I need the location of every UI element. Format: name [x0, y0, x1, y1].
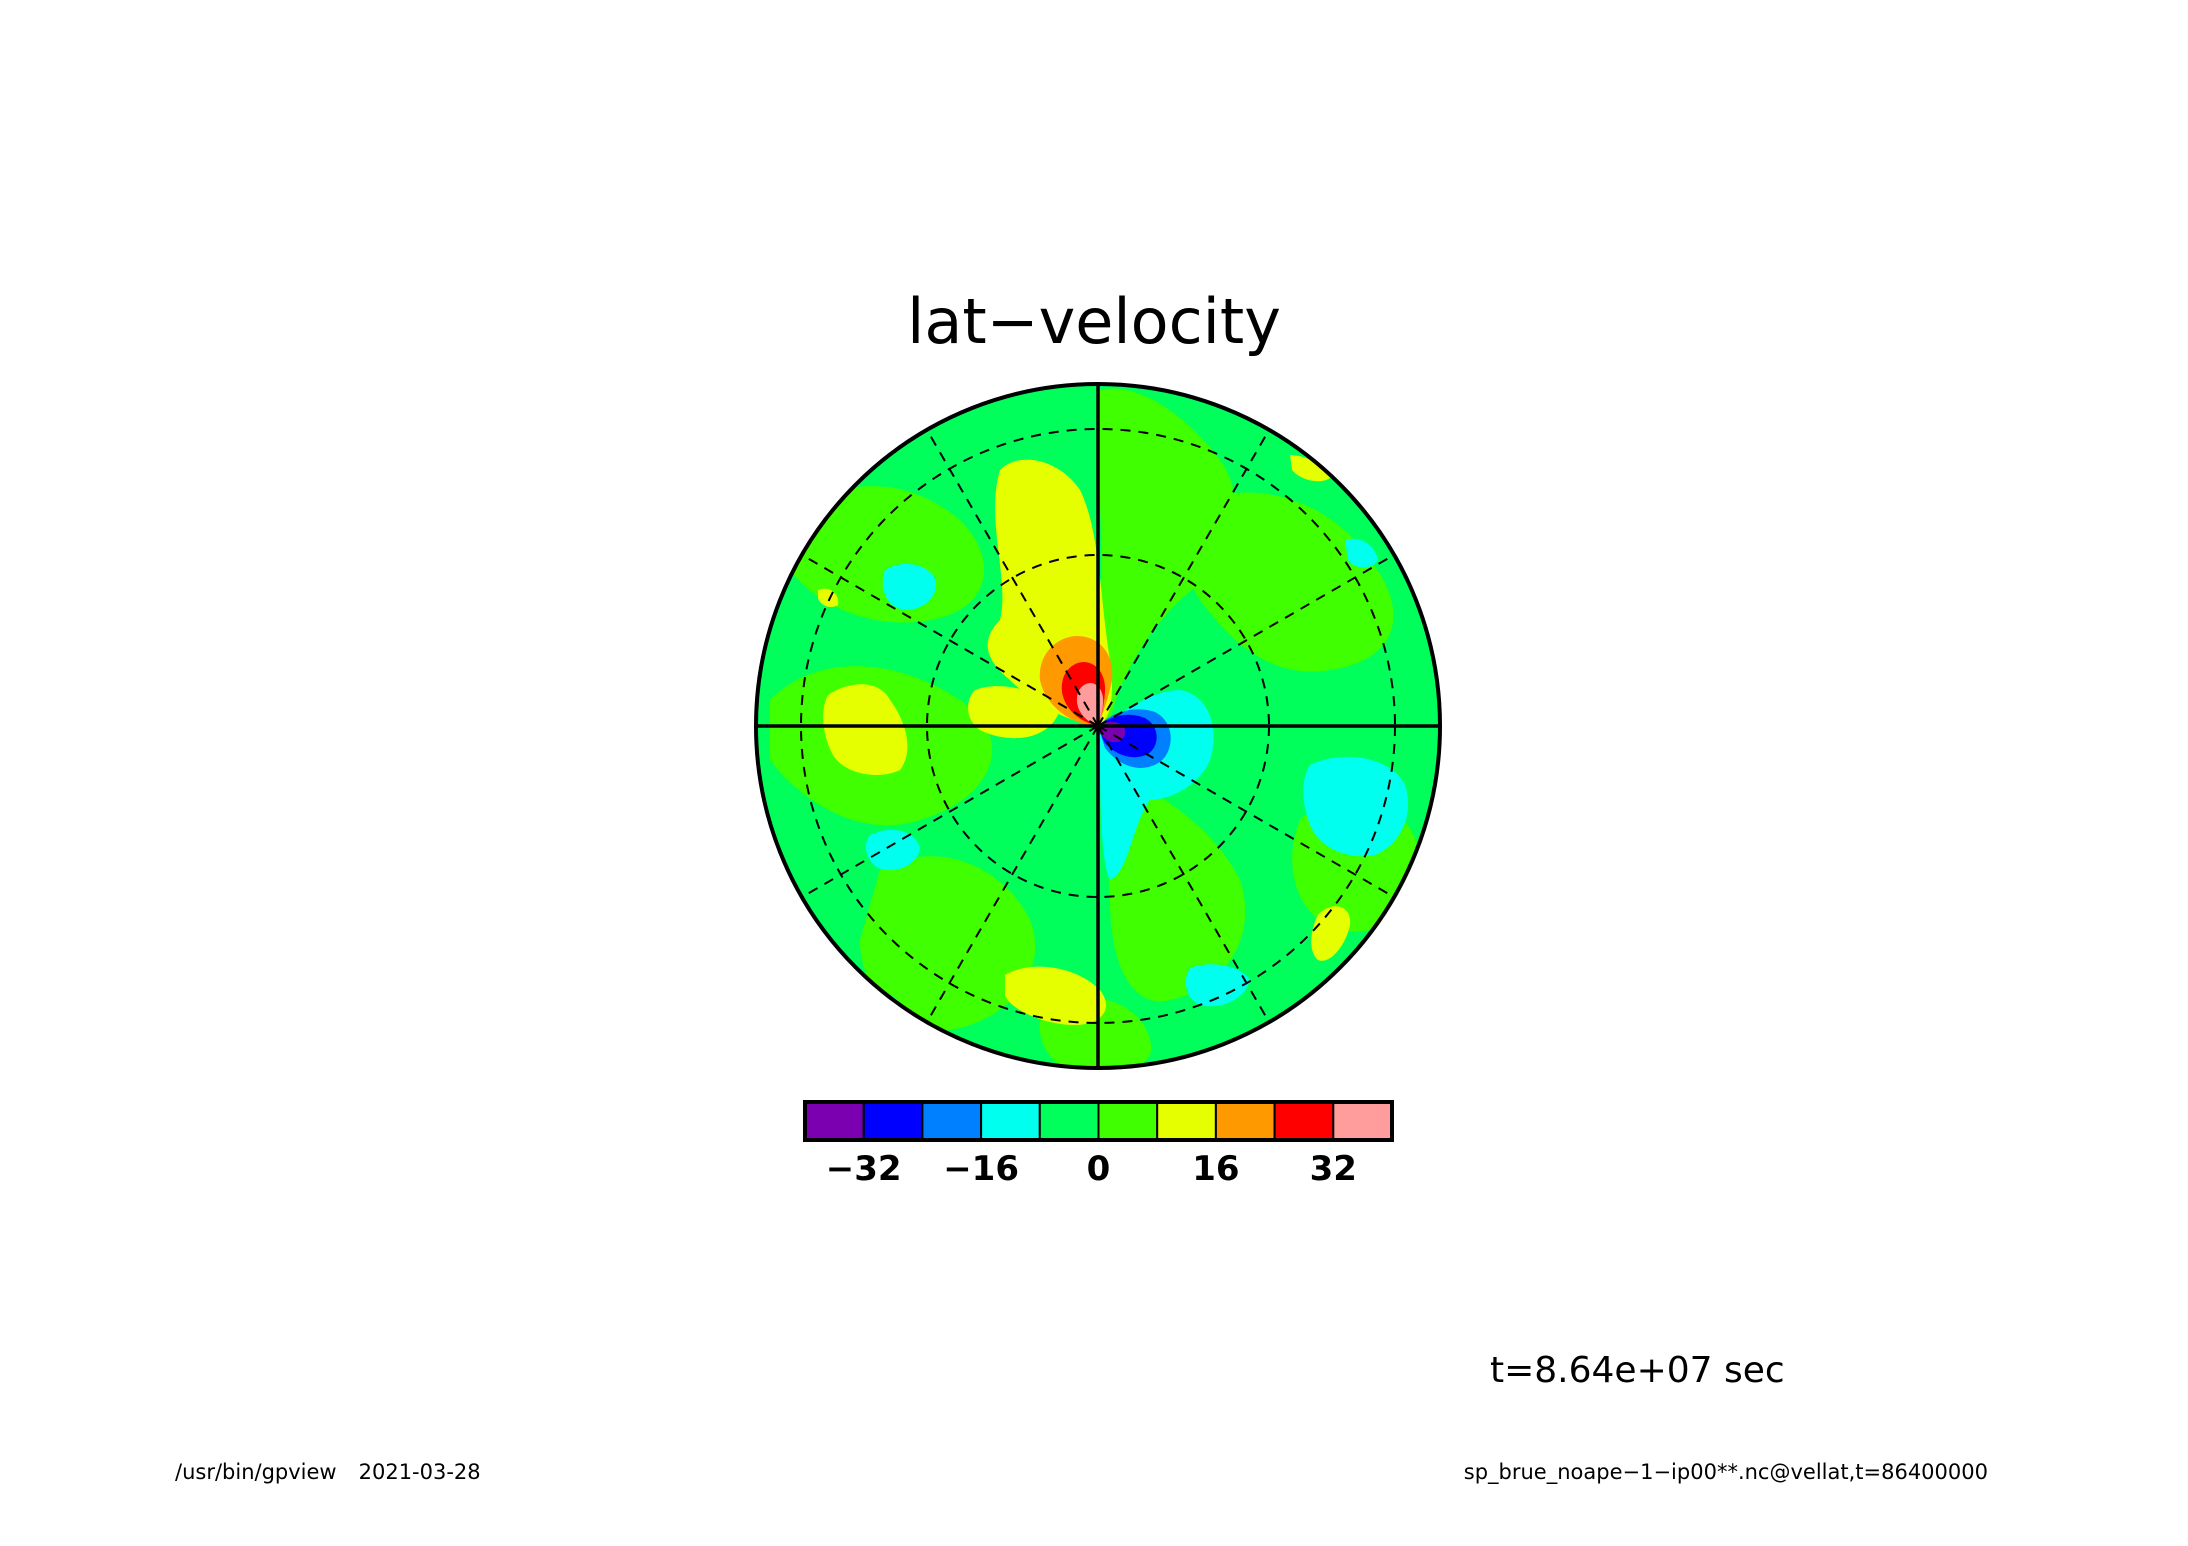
colorbar-cell — [1273, 1101, 1335, 1141]
meridian-120 — [1097, 725, 1395, 898]
footer-right: sp_brue_noape−1−ip00**.nc@vellat,t=86400… — [1463, 1460, 1988, 1484]
time-annotation: t=8.64e+07 sec — [1490, 1350, 1785, 1391]
contour-region — [1303, 756, 1409, 857]
contour-region — [823, 684, 908, 775]
contour-region — [1311, 906, 1351, 961]
contour-region — [1005, 966, 1106, 1025]
contour-region — [860, 856, 1036, 1032]
colorbar-cell — [804, 1101, 865, 1141]
colorbar-cell — [980, 1101, 1041, 1141]
contour-region — [1185, 492, 1394, 672]
contour-region — [882, 563, 936, 610]
colorbar-tick-label: 16 — [1192, 1149, 1239, 1189]
colorbar-cell — [1332, 1101, 1394, 1141]
meridian-30 — [1097, 429, 1270, 727]
footer-date: 2021-03-28 — [358, 1460, 481, 1484]
contour-region — [770, 533, 800, 563]
colorbar-frame — [803, 1100, 1394, 1142]
colorbar: −32 −16 0 16 32 — [803, 1100, 1394, 1189]
footer-program: /usr/bin/gpview — [175, 1460, 337, 1484]
meridian-240 — [801, 725, 1099, 898]
contour-region — [1345, 538, 1378, 568]
colorbar-cell — [921, 1101, 983, 1141]
contour-region — [1290, 455, 1330, 482]
colorbar-tick-label: −16 — [943, 1149, 1019, 1189]
colorbar-cell — [862, 1101, 924, 1141]
colorbar-cell — [1156, 1101, 1217, 1141]
axis-cross — [756, 384, 1440, 1068]
colorbar-tick-label: 32 — [1310, 1149, 1357, 1189]
chart-title: lat−velocity — [907, 285, 1281, 358]
colorbar-tick-label: 0 — [1087, 1149, 1111, 1189]
colorbar-tick-label: −32 — [826, 1149, 902, 1189]
colorbar-cell — [1038, 1101, 1100, 1141]
footer-left: /usr/bin/gpview 2021-03-28 — [175, 1460, 481, 1484]
contour-region — [865, 829, 920, 871]
contour-region — [1093, 388, 1235, 726]
colorbar-cell — [1214, 1101, 1276, 1141]
meridian-300 — [801, 554, 1099, 727]
plot-boundary — [754, 382, 1442, 1070]
meridian-60 — [1097, 554, 1395, 727]
meridian-150 — [1097, 725, 1270, 1023]
meridian-210 — [926, 725, 1099, 1023]
meridian-lines — [801, 429, 1395, 1023]
colorbar-cell — [1097, 1101, 1159, 1141]
contour-region — [1185, 964, 1250, 1007]
meridian-330 — [926, 429, 1099, 727]
